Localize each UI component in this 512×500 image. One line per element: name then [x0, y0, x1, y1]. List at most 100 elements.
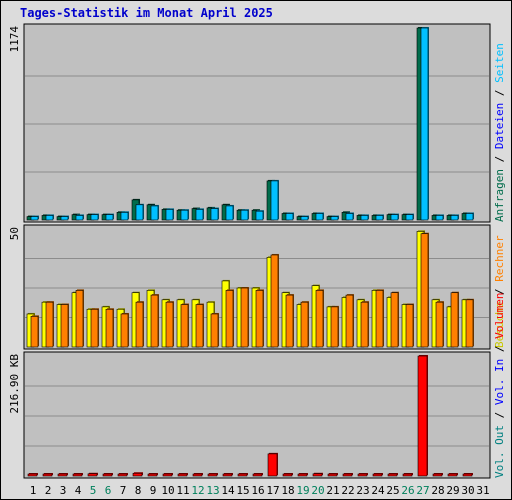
day-label-5: 5	[90, 484, 97, 497]
bar-visits-rechner-day-19	[300, 301, 309, 348]
y-max-label-visits: 50	[8, 227, 21, 240]
bar-volume-volumen-day-27	[417, 355, 428, 477]
day-label-17: 17	[266, 484, 279, 497]
day-label-14: 14	[221, 484, 235, 497]
legend-top: Anfragen / Dateien / Seiten	[493, 43, 506, 222]
bar-volume-volumen-day-16	[252, 473, 263, 477]
day-label-31: 31	[476, 484, 489, 497]
day-label-29: 29	[446, 484, 459, 497]
day-axis-labels: 1 2 3 4 5 6 7 8 9 10 11 12 13 14 15 16 17 18 19 20 21 22 23 24 2…	[30, 484, 490, 497]
bar-volume-volumen-day-14	[222, 473, 233, 477]
bar-hits-dateien-day-2	[45, 215, 54, 221]
day-label-26: 26	[401, 484, 414, 497]
day-label-21: 21	[326, 484, 339, 497]
bar-volume-volumen-day-2	[42, 473, 53, 477]
panel-volume: 216.90 KB	[8, 351, 491, 479]
bar-hits-dateien-day-24	[375, 215, 384, 221]
day-label-3: 3	[60, 484, 67, 497]
day-label-15: 15	[236, 484, 249, 497]
day-label-2: 2	[45, 484, 52, 497]
day-label-1: 1	[30, 484, 37, 497]
bar-visits-rechner-day-2	[45, 301, 54, 348]
day-label-10: 10	[161, 484, 174, 497]
bar-volume-volumen-day-19	[297, 473, 308, 477]
bar-volume-volumen-day-21	[327, 473, 338, 477]
bar-hits-dateien-day-8	[135, 204, 144, 221]
bar-hits-dateien-day-1	[30, 216, 39, 221]
plot-area-hits	[23, 23, 491, 223]
bar-visits-rechner-day-16	[255, 290, 264, 348]
bar-hits-dateien-day-20	[315, 213, 324, 221]
bar-hits-dateien-day-5	[90, 214, 99, 221]
bar-volume-volumen-day-3	[57, 473, 68, 477]
bar-volume-volumen-day-7	[117, 473, 128, 477]
bar-visits-rechner-day-4	[75, 290, 84, 348]
bar-visits-rechner-day-29	[450, 292, 459, 348]
bar-hits-dateien-day-21	[330, 216, 339, 221]
bar-hits-dateien-day-17	[270, 180, 279, 221]
bar-visits-rechner-day-18	[285, 294, 294, 348]
day-label-8: 8	[135, 484, 142, 497]
bar-volume-volumen-day-1	[27, 473, 38, 477]
y-max-label-volume: 216.90 KB	[8, 354, 21, 414]
bar-visits-rechner-day-21	[330, 306, 339, 348]
bar-hits-dateien-day-22	[345, 213, 354, 221]
bar-volume-volumen-day-22	[342, 473, 353, 477]
bar-volume-volumen-day-11	[177, 473, 188, 477]
bar-volume-volumen-day-30	[462, 473, 473, 477]
day-label-22: 22	[341, 484, 354, 497]
day-label-28: 28	[431, 484, 444, 497]
bar-visits-rechner-day-13	[210, 313, 219, 348]
day-label-18: 18	[281, 484, 294, 497]
bar-visits-rechner-day-25	[390, 292, 399, 348]
bar-hits-dateien-day-18	[285, 213, 294, 221]
bar-hits-dateien-day-6	[105, 214, 114, 221]
day-label-30: 30	[461, 484, 474, 497]
bar-visits-rechner-day-3	[60, 304, 69, 348]
bar-visits-rechner-day-8	[135, 301, 144, 348]
bar-hits-dateien-day-7	[120, 212, 129, 221]
bar-visits-rechner-day-11	[180, 304, 189, 348]
bar-hits-dateien-day-14	[225, 205, 234, 221]
day-label-11: 11	[176, 484, 189, 497]
bar-volume-volumen-day-25	[387, 473, 398, 477]
bar-visits-rechner-day-28	[435, 301, 444, 348]
bar-volume-volumen-day-24	[372, 473, 383, 477]
bar-hits-dateien-day-28	[435, 215, 444, 221]
bar-volume-volumen-day-5	[87, 473, 98, 477]
series-legend: Anfragen / Dateien / Seiten Besuche / Rec…	[493, 43, 506, 478]
bar-hits-dateien-day-3	[60, 216, 69, 221]
legend-item-anfragen: Anfragen	[493, 169, 506, 222]
day-label-7: 7	[120, 484, 127, 497]
panel-hits: 1174	[8, 23, 491, 223]
bar-hits-dateien-day-13	[210, 208, 219, 221]
bar-visits-rechner-day-12	[195, 304, 204, 348]
bar-visits-rechner-day-15	[240, 287, 249, 348]
day-label-9: 9	[150, 484, 157, 497]
bar-hits-dateien-day-11	[180, 209, 189, 221]
chart-panels: 1174 50 216.90 KB	[8, 23, 491, 479]
legend-item-volout: Vol. Out	[493, 425, 506, 478]
bar-volume-volumen-day-23	[357, 473, 368, 477]
bar-visits-rechner-day-9	[150, 294, 159, 348]
legend-item-volumen: Volumen	[493, 293, 506, 339]
bar-volume-volumen-day-4	[72, 473, 83, 477]
bar-volume-volumen-day-17	[267, 453, 278, 477]
plot-area-volume	[23, 351, 491, 479]
bar-hits-dateien-day-12	[195, 209, 204, 221]
legend-item-volin: Vol. In	[493, 359, 506, 405]
day-label-12: 12	[191, 484, 204, 497]
bar-visits-rechner-day-14	[225, 290, 234, 348]
bar-hits-dateien-day-27	[420, 27, 429, 221]
bar-volume-volumen-day-6	[102, 473, 113, 477]
bar-volume-volumen-day-28	[432, 473, 443, 477]
y-max-label-hits: 1174	[8, 26, 21, 53]
bar-volume-volumen-day-15	[237, 473, 248, 477]
bar-visits-rechner-day-22	[345, 294, 354, 348]
bar-volume-volumen-day-8	[132, 472, 143, 477]
bar-hits-dateien-day-4	[75, 215, 84, 221]
bar-volume-volumen-day-26	[402, 473, 413, 477]
bar-volume-volumen-day-12	[192, 473, 203, 477]
bar-hits-dateien-day-30	[465, 213, 474, 221]
bar-hits-dateien-day-16	[255, 210, 264, 221]
